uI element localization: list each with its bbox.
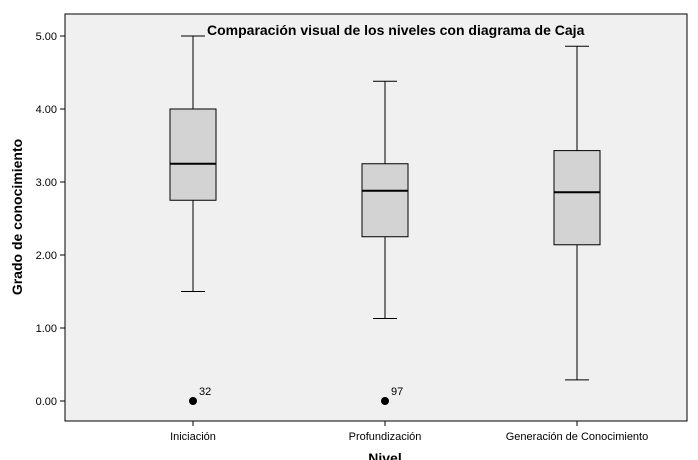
outlier-point [189, 397, 197, 405]
x-tick-label: Iniciación [170, 431, 216, 443]
box-3 [553, 45, 601, 381]
iqr-box [169, 108, 217, 201]
iqr-box [361, 163, 409, 238]
chart-title: Comparación visual de los niveles con di… [207, 22, 585, 38]
x-axis-title: Nivel [368, 450, 401, 460]
y-axis: 0.00 1.00 2.00 3.00 4.00 5.00 [36, 31, 65, 408]
box-2: 97 [361, 80, 409, 405]
x-tick-label: Profundización [349, 431, 422, 443]
y-tick-label: 4.00 [36, 104, 57, 116]
y-tick-label: 3.00 [36, 177, 57, 189]
y-axis-title: Grado de conocimiento [9, 139, 25, 295]
y-tick-label: 5.00 [36, 31, 57, 43]
box-1: 32 [169, 35, 217, 405]
x-axis: Iniciación Profundización Generación de Co… [170, 421, 648, 443]
outlier-label: 97 [391, 386, 403, 398]
x-tick-label: Generación de Conocimiento [506, 431, 648, 443]
y-tick-label: 0.00 [36, 396, 57, 408]
y-tick-label: 1.00 [36, 323, 57, 335]
outlier-label: 32 [199, 386, 211, 398]
boxes-group: 32 97 [169, 35, 601, 405]
y-tick-label: 2.00 [36, 250, 57, 262]
iqr-box [553, 150, 601, 246]
outlier-point [381, 397, 389, 405]
